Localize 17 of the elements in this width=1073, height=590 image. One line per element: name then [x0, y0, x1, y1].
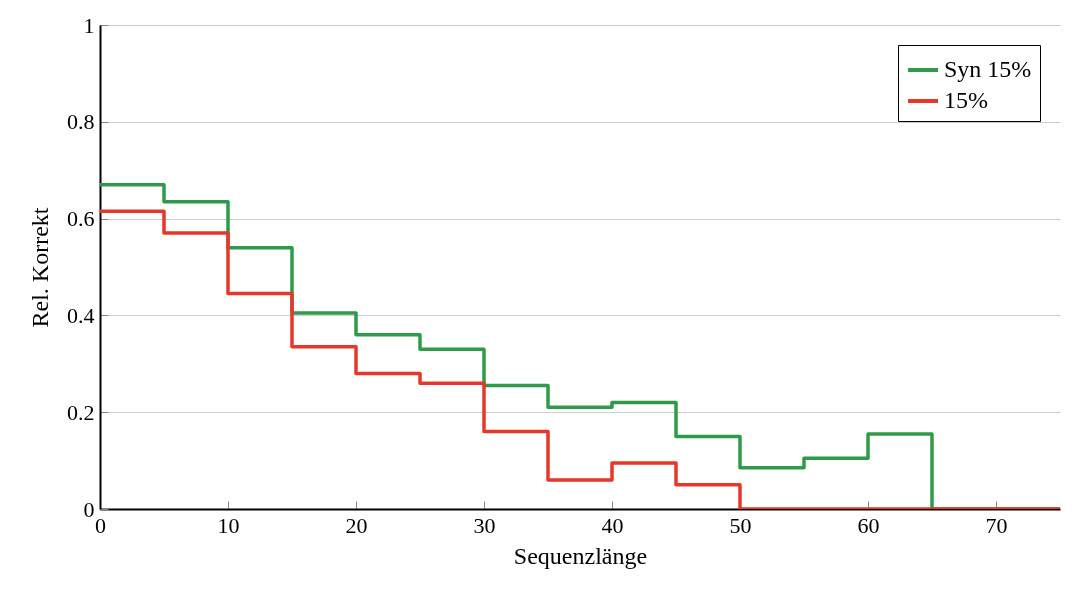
x-tick-label: 70 — [985, 512, 1008, 538]
y-tick-label: 0.6 — [67, 206, 95, 232]
y-axis-title: Rel. Korrekt — [27, 207, 53, 328]
x-tick-label: 30 — [473, 512, 496, 538]
x-tick-label: 40 — [601, 512, 624, 538]
x-tick-label: 10 — [217, 512, 240, 538]
x-tick-label: 20 — [345, 512, 368, 538]
x-axis-title: Sequenzlänge — [513, 542, 648, 569]
legend-label: Syn 15% — [944, 56, 1032, 82]
y-tick-label: 0.4 — [67, 302, 95, 328]
legend-label: 15% — [944, 87, 988, 113]
y-tick-label: 0 — [83, 496, 95, 522]
y-tick-label: 0.2 — [67, 399, 95, 425]
y-tick-label: 1 — [83, 12, 95, 38]
x-tick-label: 50 — [729, 512, 752, 538]
y-tick-label: 0.8 — [67, 109, 95, 135]
x-tick-label: 60 — [857, 512, 880, 538]
